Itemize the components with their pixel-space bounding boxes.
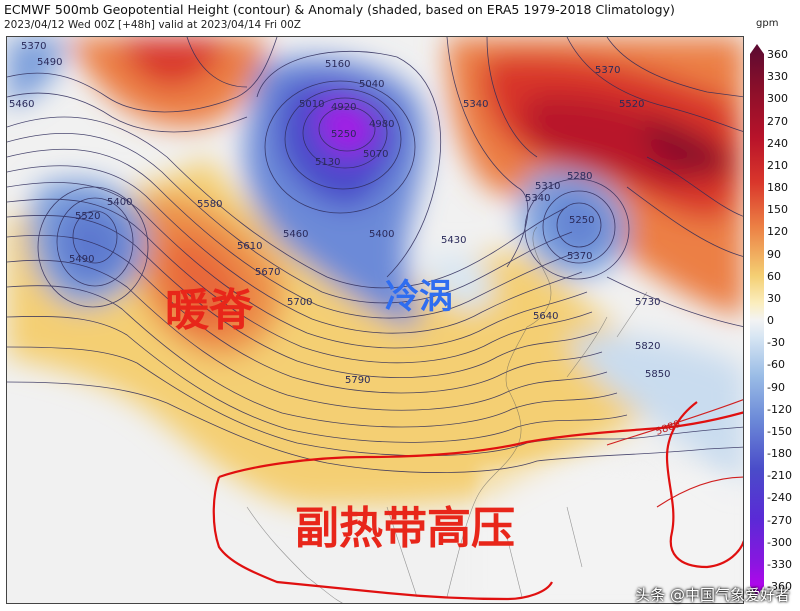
anomaly-shading: [7, 37, 743, 507]
contour-label: 5670: [255, 267, 280, 278]
contour-label: 5010: [299, 99, 324, 110]
colorbar-tick-label: -30: [767, 336, 785, 350]
contour-label: 5490: [69, 254, 94, 265]
colorbar-tick-label: 180: [767, 181, 788, 194]
contour-label: 5460: [283, 229, 308, 240]
contour-label: 5370: [21, 41, 46, 52]
colorbar-tick-label: -330: [767, 557, 792, 571]
colorbar-tick-label: -180: [767, 447, 792, 460]
contour-label: 5040: [359, 79, 384, 90]
colorbar-tick-label: 300: [767, 92, 788, 106]
colorbar-tick-label: -360: [767, 580, 792, 593]
colorbar-tick-label: -60: [767, 358, 785, 372]
contour-label: 5370: [595, 65, 620, 76]
colorbar-tick-label: 0: [767, 314, 774, 327]
contour-label: 5610: [237, 241, 262, 252]
contour-label: 5820: [635, 341, 660, 352]
cold-vortex-label: 冷涡: [385, 277, 453, 317]
colorbar-tick-label: 120: [767, 225, 788, 239]
warm-ridge-label: 暖脊: [165, 285, 253, 336]
contour-label: 5730: [635, 297, 660, 308]
contour-label: 5250: [331, 129, 356, 140]
colorbar-tick-label: 330: [767, 70, 788, 84]
contour-label: 5340: [463, 99, 488, 110]
contour-label: 5310: [535, 181, 560, 192]
subtropical-high-outline: [212, 411, 743, 601]
contour-label: 5370: [567, 251, 592, 262]
contour-label: 5850: [645, 369, 670, 380]
contour-labels: 5370 5460 5490 5520 5490 5400 5580 5610 …: [9, 41, 682, 438]
colorbar-tick-label: -150: [767, 424, 792, 438]
contour-label: 5580: [197, 199, 222, 210]
map-canvas: 5370 5460 5490 5520 5490 5400 5580 5610 …: [7, 37, 743, 603]
contour-label: 5490: [37, 57, 62, 68]
colorbar-tick-label: 270: [767, 114, 788, 128]
contour-label: 4980: [369, 119, 394, 130]
coastlines: [246, 226, 648, 603]
contour-5880: [606, 399, 743, 446]
contour-label: 5520: [619, 99, 644, 110]
colorbar-tick-label: -90: [767, 380, 785, 394]
contour-label: 5430: [441, 235, 466, 246]
colorbar-tick-label: -300: [767, 535, 792, 549]
contour-label: 5160: [325, 59, 350, 70]
weather-map: 5370 5460 5490 5520 5490 5400 5580 5610 …: [6, 36, 744, 604]
colorbar-gradient: [750, 44, 764, 596]
contour-label: 5250: [569, 215, 594, 226]
colorbar-tick-label: 240: [767, 136, 788, 150]
colorbar-tick-label: 60: [767, 269, 781, 283]
contour-label: 5640: [533, 311, 558, 322]
contour-label: 5400: [369, 229, 394, 240]
anomaly-colorbar: gpm 360 330 300 270 240 210 180 150: [748, 18, 800, 604]
colorbar-tick-label: 210: [767, 158, 788, 172]
map-title: ECMWF 500mb Geopotential Height (contour…: [4, 2, 675, 17]
contour-label: 5400: [107, 197, 132, 208]
map-subtitle: 2023/04/12 Wed 00Z [+48h] valid at 2023/…: [4, 19, 301, 31]
contour-label: 5130: [315, 157, 340, 168]
height-contours: [7, 37, 743, 473]
colorbar-tick-label: 30: [767, 291, 781, 305]
colorbar-tick-label: 90: [767, 247, 781, 261]
colorbar-tick-label: 360: [767, 48, 788, 61]
colorbar-tick-label: -210: [767, 469, 792, 483]
colorbar-tick-label: -270: [767, 513, 792, 527]
contour-label: 5700: [287, 297, 312, 308]
contour-label: 5280: [567, 171, 592, 182]
contour-label: 5070: [363, 149, 388, 160]
contour-label: 5340: [525, 193, 550, 204]
watermark: 头条 @中国气象爱好者: [635, 586, 790, 604]
contour-label: 5790: [345, 375, 370, 386]
contour-label: 5460: [9, 99, 34, 110]
colorbar-tick-label: 150: [767, 203, 788, 217]
colorbar-tick-label: -240: [767, 491, 792, 505]
contour-label: 4920: [331, 102, 356, 113]
subtropical-high-label: 副热带高压: [295, 503, 515, 554]
contour-label: 5520: [75, 211, 100, 222]
colorbar-unit: gpm: [756, 18, 779, 29]
colorbar-tick-label: -120: [767, 402, 792, 416]
